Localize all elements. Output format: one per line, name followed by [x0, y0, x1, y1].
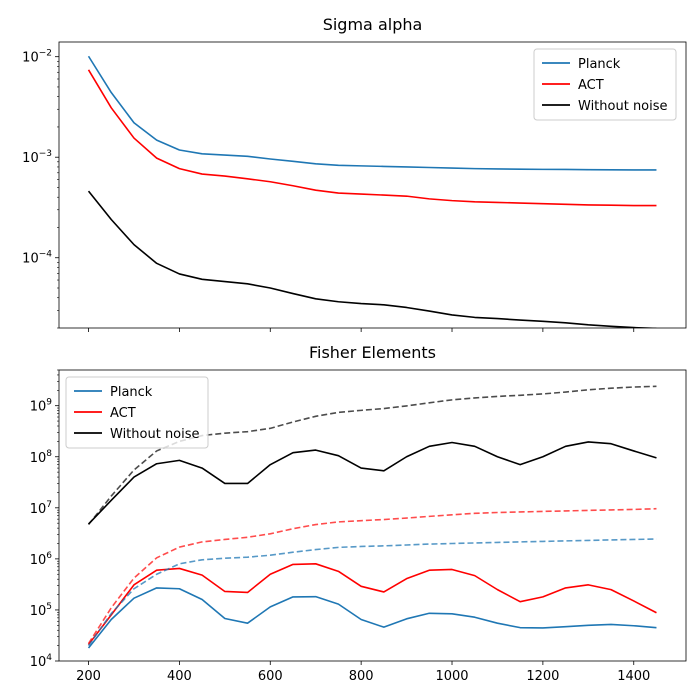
- chart-panel-1: Sigma alpha10−410−310−2PlanckACTWithout …: [22, 15, 687, 332]
- axes-frame: [58, 41, 687, 329]
- legend-label: Planck: [110, 385, 153, 400]
- y-tick-label: 104: [30, 653, 53, 670]
- y-tick-mantissa: 10: [22, 252, 39, 267]
- x-tick-label: 600: [258, 669, 283, 684]
- legend-label: Without noise: [110, 427, 200, 442]
- legend-box: [65, 376, 209, 449]
- legend: Planck ACT Without noise: [65, 376, 209, 449]
- y-tick-label: 106: [30, 551, 53, 568]
- legend: Planck ACT Without noise: [533, 48, 677, 121]
- series-line-dashed-3: [87, 538, 657, 647]
- legend-label: Without noise: [578, 99, 668, 114]
- y-tick-label: 107: [30, 500, 52, 517]
- y-tick-exponent: −4: [39, 250, 53, 260]
- series-line-act: [87, 563, 657, 646]
- y-tick-mantissa: 10: [30, 400, 47, 415]
- x-tick-label: 1400: [617, 669, 650, 684]
- y-tick-label: 10−4: [22, 250, 52, 267]
- chart-title: Sigma alpha: [323, 15, 423, 34]
- axes-frame: [58, 369, 687, 662]
- y-tick-exponent: −3: [39, 149, 52, 159]
- series-line-dashed-4: [87, 507, 657, 644]
- series-line-planck: [87, 587, 657, 649]
- y-tick-mantissa: 10: [30, 655, 47, 670]
- y-tick-mantissa: 10: [22, 151, 39, 166]
- y-tick-exponent: 6: [46, 551, 52, 561]
- y-tick-exponent: −2: [39, 49, 52, 59]
- x-tick-label: 200: [76, 669, 101, 684]
- series-group: [87, 385, 657, 649]
- y-tick-exponent: 8: [46, 449, 52, 459]
- y-tick-mantissa: 10: [30, 553, 47, 568]
- legend-box: [533, 48, 677, 121]
- chart-title: Fisher Elements: [309, 343, 436, 362]
- y-tick-mantissa: 10: [30, 604, 47, 619]
- legend-label: Planck: [578, 57, 621, 72]
- y-tick-label: 10−2: [22, 49, 52, 66]
- series-line-planck: [87, 55, 657, 171]
- y-tick-label: 10−3: [22, 149, 52, 166]
- y-tick-mantissa: 10: [30, 451, 47, 466]
- x-tick-label: 1000: [435, 669, 468, 684]
- legend-label: ACT: [578, 78, 604, 93]
- y-tick-exponent: 5: [46, 602, 52, 612]
- y-tick-label: 105: [30, 602, 52, 619]
- x-tick-label: 800: [349, 669, 374, 684]
- y-tick-label: 108: [30, 449, 53, 466]
- y-tick-exponent: 7: [46, 500, 52, 510]
- series-line-without-noise: [87, 441, 657, 525]
- x-tick-label: 1200: [526, 669, 559, 684]
- series-group: [87, 55, 657, 328]
- y-tick-exponent: 9: [46, 398, 52, 408]
- y-tick-label: 109: [30, 398, 53, 415]
- legend-label: ACT: [110, 406, 136, 421]
- series-line-without-noise: [87, 190, 657, 328]
- y-tick-mantissa: 10: [22, 51, 39, 66]
- y-tick-exponent: 4: [46, 653, 52, 663]
- series-line-act: [87, 69, 657, 207]
- y-tick-mantissa: 10: [30, 502, 47, 517]
- x-tick-label: 400: [167, 669, 192, 684]
